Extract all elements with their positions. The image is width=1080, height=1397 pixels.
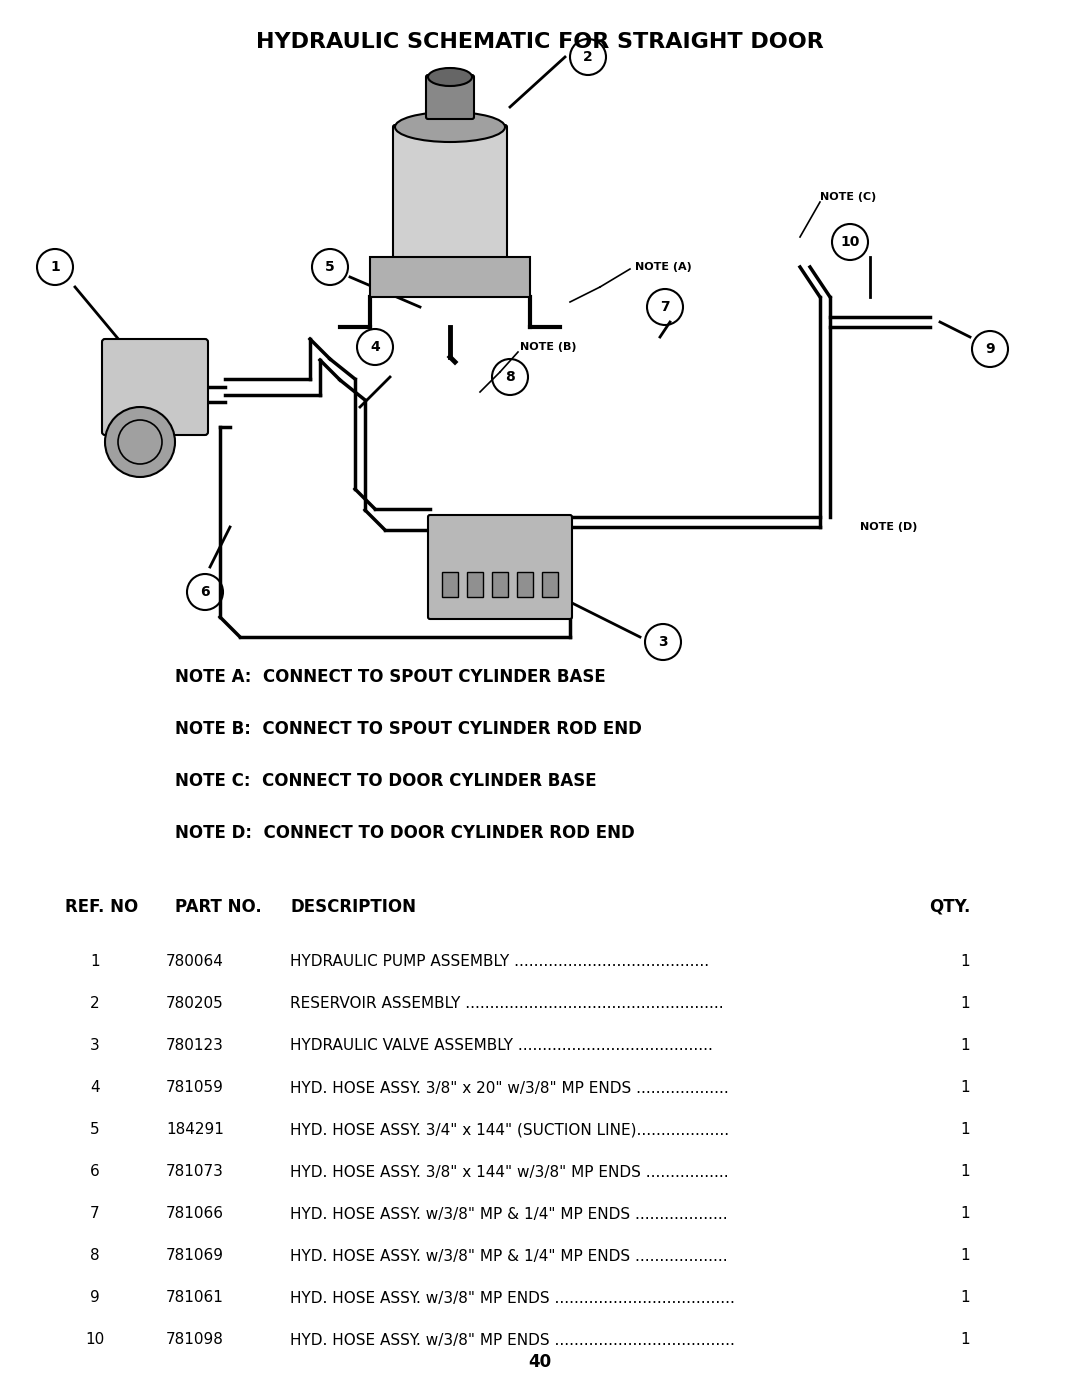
Text: 781066: 781066 bbox=[166, 1207, 224, 1221]
Text: 7: 7 bbox=[660, 300, 670, 314]
Text: HYD. HOSE ASSY. w/3/8" MP & 1/4" MP ENDS ...................: HYD. HOSE ASSY. w/3/8" MP & 1/4" MP ENDS… bbox=[291, 1207, 728, 1221]
Text: 7: 7 bbox=[91, 1207, 99, 1221]
Text: 9: 9 bbox=[90, 1291, 99, 1306]
Text: 8: 8 bbox=[505, 370, 515, 384]
Text: 1: 1 bbox=[960, 1291, 970, 1306]
Text: 3: 3 bbox=[90, 1038, 99, 1053]
FancyBboxPatch shape bbox=[102, 339, 208, 434]
Text: 2: 2 bbox=[91, 996, 99, 1011]
Text: 10: 10 bbox=[840, 235, 860, 249]
Text: 780205: 780205 bbox=[166, 996, 224, 1011]
Text: 1: 1 bbox=[50, 260, 59, 274]
Text: 5: 5 bbox=[325, 260, 335, 274]
Text: 184291: 184291 bbox=[166, 1123, 224, 1137]
Text: 780123: 780123 bbox=[166, 1038, 224, 1053]
Text: HYDRAULIC PUMP ASSEMBLY ........................................: HYDRAULIC PUMP ASSEMBLY ................… bbox=[291, 954, 710, 970]
Text: HYD. HOSE ASSY. 3/8" x 20" w/3/8" MP ENDS ...................: HYD. HOSE ASSY. 3/8" x 20" w/3/8" MP END… bbox=[291, 1080, 729, 1095]
Text: 6: 6 bbox=[200, 585, 210, 599]
Text: 9: 9 bbox=[985, 342, 995, 356]
Text: 781098: 781098 bbox=[166, 1333, 224, 1348]
Text: 1: 1 bbox=[91, 954, 99, 970]
Text: NOTE (A): NOTE (A) bbox=[635, 263, 692, 272]
Text: 8: 8 bbox=[91, 1249, 99, 1263]
Text: REF. NO: REF. NO bbox=[65, 898, 138, 916]
Text: HYDRAULIC VALVE ASSEMBLY ........................................: HYDRAULIC VALVE ASSEMBLY ...............… bbox=[291, 1038, 713, 1053]
Bar bbox=[492, 571, 508, 597]
Bar bbox=[467, 571, 483, 597]
Text: 4: 4 bbox=[91, 1080, 99, 1095]
Text: HYD. HOSE ASSY. 3/4" x 144" (SUCTION LINE)...................: HYD. HOSE ASSY. 3/4" x 144" (SUCTION LIN… bbox=[291, 1123, 729, 1137]
Text: NOTE B:  CONNECT TO SPOUT CYLINDER ROD END: NOTE B: CONNECT TO SPOUT CYLINDER ROD EN… bbox=[175, 719, 642, 738]
Text: NOTE C:  CONNECT TO DOOR CYLINDER BASE: NOTE C: CONNECT TO DOOR CYLINDER BASE bbox=[175, 773, 596, 789]
Text: 1: 1 bbox=[960, 1207, 970, 1221]
FancyBboxPatch shape bbox=[393, 124, 507, 258]
Text: HYD. HOSE ASSY. w/3/8" MP ENDS .....................................: HYD. HOSE ASSY. w/3/8" MP ENDS .........… bbox=[291, 1291, 734, 1306]
Text: NOTE (D): NOTE (D) bbox=[860, 522, 917, 532]
Text: 780064: 780064 bbox=[166, 954, 224, 970]
Text: HYD. HOSE ASSY. w/3/8" MP & 1/4" MP ENDS ...................: HYD. HOSE ASSY. w/3/8" MP & 1/4" MP ENDS… bbox=[291, 1249, 728, 1263]
Circle shape bbox=[105, 407, 175, 476]
Text: 1: 1 bbox=[960, 1165, 970, 1179]
Ellipse shape bbox=[428, 68, 472, 87]
Text: 1: 1 bbox=[960, 1080, 970, 1095]
Text: DESCRIPTION: DESCRIPTION bbox=[291, 898, 416, 916]
Text: PART NO.: PART NO. bbox=[175, 898, 261, 916]
Text: 781069: 781069 bbox=[166, 1249, 224, 1263]
Text: NOTE (C): NOTE (C) bbox=[820, 191, 876, 203]
Text: 781073: 781073 bbox=[166, 1165, 224, 1179]
Bar bbox=[542, 571, 558, 597]
Text: NOTE D:  CONNECT TO DOOR CYLINDER ROD END: NOTE D: CONNECT TO DOOR CYLINDER ROD END bbox=[175, 824, 635, 842]
Text: NOTE (B): NOTE (B) bbox=[519, 342, 577, 352]
Text: 2: 2 bbox=[583, 50, 593, 64]
Bar bbox=[370, 257, 530, 298]
Ellipse shape bbox=[395, 112, 505, 142]
Text: 1: 1 bbox=[960, 1249, 970, 1263]
Text: 10: 10 bbox=[85, 1333, 105, 1348]
Text: HYDRAULIC SCHEMATIC FOR STRAIGHT DOOR: HYDRAULIC SCHEMATIC FOR STRAIGHT DOOR bbox=[256, 32, 824, 52]
FancyBboxPatch shape bbox=[428, 515, 572, 619]
Text: 4: 4 bbox=[370, 339, 380, 353]
Text: HYD. HOSE ASSY. w/3/8" MP ENDS .....................................: HYD. HOSE ASSY. w/3/8" MP ENDS .........… bbox=[291, 1333, 734, 1348]
Text: 1: 1 bbox=[960, 1333, 970, 1348]
Text: 3: 3 bbox=[658, 636, 667, 650]
FancyBboxPatch shape bbox=[426, 75, 474, 119]
Text: HYD. HOSE ASSY. 3/8" x 144" w/3/8" MP ENDS .................: HYD. HOSE ASSY. 3/8" x 144" w/3/8" MP EN… bbox=[291, 1165, 729, 1179]
Text: 1: 1 bbox=[960, 1038, 970, 1053]
Text: 781061: 781061 bbox=[166, 1291, 224, 1306]
Bar bbox=[517, 571, 534, 597]
Text: 1: 1 bbox=[960, 996, 970, 1011]
Text: 1: 1 bbox=[960, 1123, 970, 1137]
Text: 1: 1 bbox=[960, 954, 970, 970]
Text: 40: 40 bbox=[528, 1354, 552, 1370]
Text: 781059: 781059 bbox=[166, 1080, 224, 1095]
Text: 5: 5 bbox=[91, 1123, 99, 1137]
Text: QTY.: QTY. bbox=[929, 898, 970, 916]
Bar bbox=[442, 571, 458, 597]
Text: 6: 6 bbox=[90, 1165, 99, 1179]
Text: NOTE A:  CONNECT TO SPOUT CYLINDER BASE: NOTE A: CONNECT TO SPOUT CYLINDER BASE bbox=[175, 668, 606, 686]
Text: RESERVOIR ASSEMBLY .....................................................: RESERVOIR ASSEMBLY .....................… bbox=[291, 996, 724, 1011]
